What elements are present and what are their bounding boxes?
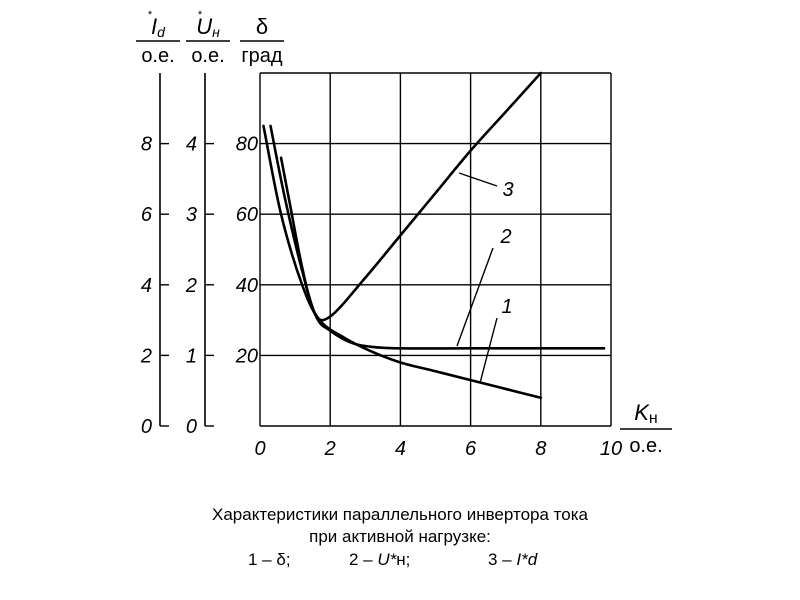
y-tick-label-Id: 6	[141, 204, 153, 226]
callout-label-2: 2	[499, 226, 511, 248]
caption-line-2: при активной нагрузке:	[309, 527, 491, 546]
legend-3-number: 3 –	[488, 550, 512, 569]
y-tick-label-Id: 8	[141, 134, 152, 156]
legend-1-symbol: δ	[276, 550, 286, 569]
y-tick-label-delta: 80	[236, 134, 258, 156]
caption-legend-2: 2 – U*н;	[349, 550, 410, 570]
y-axis-unit-delta: град	[241, 45, 283, 67]
y-tick-label-Id: 4	[141, 275, 152, 297]
y-tick-label-Un: 4	[186, 134, 197, 156]
caption-line-1: Характеристики параллельного инвертора т…	[212, 505, 588, 524]
series-line-1	[262, 124, 543, 400]
y-tick-label-delta: 60	[236, 204, 258, 226]
x-tick-label: 2	[324, 438, 336, 460]
y-tick-label-Un: 1	[186, 345, 197, 367]
y-tick-label-Un: 3	[186, 204, 197, 226]
x-tick-label: 0	[254, 438, 265, 460]
series-line-3	[279, 71, 543, 322]
legend-2-number: 2 –	[349, 550, 373, 569]
series-line-2	[269, 124, 606, 350]
x-tick-label: 10	[600, 438, 622, 460]
y-axis-header-delta: δ	[256, 14, 268, 39]
y-tick-label-Un: 0	[186, 416, 197, 438]
y-axis-header-sup-Un: *	[198, 9, 203, 21]
callout-leader-2	[456, 247, 494, 347]
callout-label-1: 1	[501, 296, 512, 318]
legend-2-sep: ;	[405, 550, 411, 569]
legend-1-sep: ;	[285, 550, 291, 569]
y-axis-header-Un: Uн	[196, 14, 220, 40]
x-axis-header: Kн	[634, 400, 658, 427]
y-tick-label-delta: 40	[236, 275, 258, 297]
chart-grid	[259, 72, 612, 427]
series-callouts: 1 2 3	[456, 172, 514, 384]
caption-legend-3: 3 – I*d	[488, 550, 537, 570]
x-tick-label: 8	[535, 438, 546, 460]
y-tick-label-delta: 20	[235, 345, 258, 367]
chart-axes	[159, 73, 214, 427]
x-tick-label: 4	[395, 438, 406, 460]
callout-leader-1	[479, 317, 498, 384]
series-lines	[262, 71, 606, 400]
y-axis-header-sup-Id: *	[148, 9, 153, 21]
callout-leader-3	[458, 172, 498, 187]
y-tick-label-Id: 0	[141, 416, 152, 438]
legend-2-sub: н	[396, 550, 406, 569]
legend-2-symbol: U*	[377, 550, 397, 569]
x-tick-label: 6	[465, 438, 477, 460]
caption-legend-1: 1 – δ;	[248, 550, 291, 570]
x-axis-unit: о.е.	[629, 435, 662, 457]
y-tick-label-Un: 2	[185, 275, 197, 297]
y-axis-unit-Un: о.е.	[191, 45, 224, 67]
y-axis-unit-Id: о.е.	[141, 45, 174, 67]
y-axis-header-Id: Id	[151, 14, 166, 40]
legend-3-sub: d	[527, 550, 538, 569]
callout-label-3: 3	[502, 179, 513, 201]
y-tick-label-Id: 2	[140, 345, 152, 367]
legend-3-symbol: I*	[516, 550, 528, 569]
legend-1-number: 1 –	[248, 550, 272, 569]
